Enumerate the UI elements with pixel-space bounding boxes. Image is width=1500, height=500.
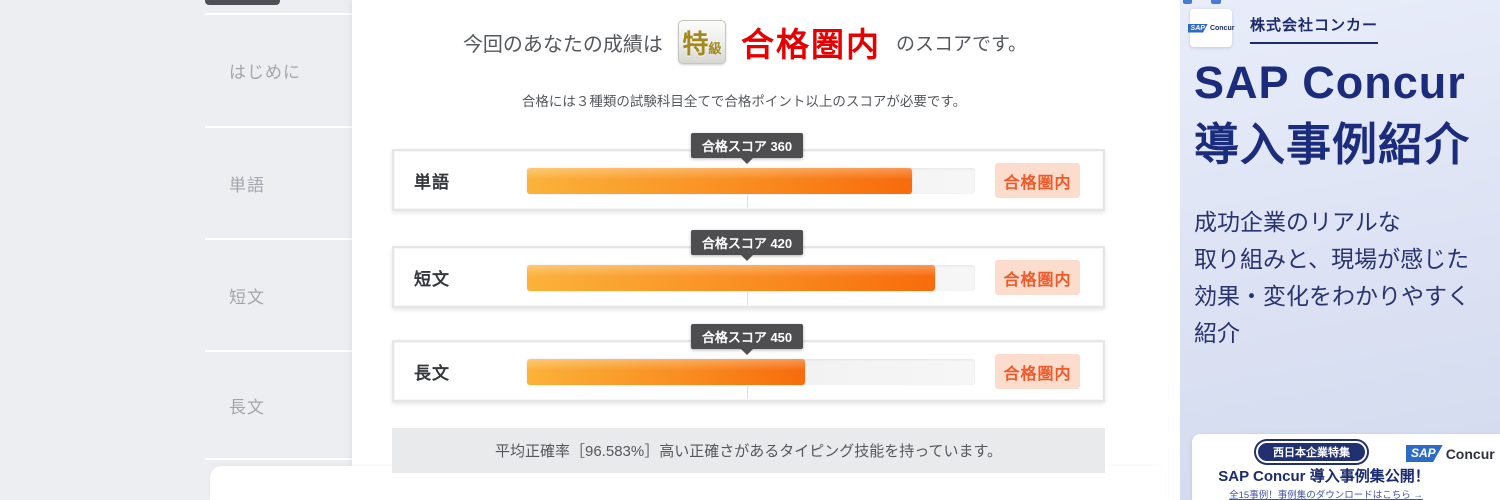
- grade-badge-sub: 級: [708, 41, 722, 56]
- ad-body-line: 成功企業のリアルな: [1194, 209, 1401, 235]
- pass-score-tooltip: 合格スコア 450: [691, 324, 803, 355]
- pass-score-tooltip: 合格スコア 360: [691, 133, 803, 164]
- ad-body-line: 紹介: [1194, 320, 1240, 346]
- banner-download-link[interactable]: 全15事例！事例集のダウンロードはこちら →: [1229, 490, 1423, 500]
- status-badge: 合格圏内: [995, 260, 1080, 295]
- score-bar-track: [527, 359, 975, 385]
- gap-strip: [1160, 0, 1180, 500]
- pass-score-tick: [747, 292, 748, 305]
- score-row-tanbun: 合格スコア 420 短文 合格圏内: [392, 230, 1105, 308]
- ad-banner[interactable]: 西日本企業特集 SAP Concur SAP Concur 導入事例集公開！ 全…: [1192, 434, 1500, 500]
- sidebar-selected-item-fragment: [205, 0, 280, 5]
- ad-body-line: 効果・変化をわかりやすく: [1194, 283, 1470, 309]
- score-bar-fill: [527, 359, 805, 385]
- concur-logo-text: Concur: [1445, 445, 1495, 462]
- score-row-chobun: 合格スコア 450 長文 合格圏内: [392, 324, 1105, 402]
- pass-score-tooltip: 合格スコア 420: [691, 230, 803, 261]
- pass-score-label: 合格スコア 360: [701, 139, 793, 154]
- sap-logo-icon: SAP: [1187, 23, 1208, 33]
- sidebar-item-label: 短文: [229, 287, 265, 307]
- banner-tag-pill[interactable]: 西日本企業特集: [1256, 441, 1367, 463]
- ad-title: SAP Concur 導入事例紹介: [1194, 52, 1470, 176]
- tooltip-arrow-icon: [741, 158, 753, 170]
- tooltip-arrow-icon: [741, 255, 753, 267]
- score-bar-track: [527, 168, 975, 194]
- score-row-tango: 合格スコア 360 単語 合格圏内: [392, 133, 1105, 211]
- sidebar-item-label: 長文: [229, 397, 265, 417]
- pass-score-tick: [747, 195, 748, 208]
- tooltip-arrow-icon: [741, 349, 753, 361]
- sidebar-divider: [205, 458, 352, 460]
- sidebar-item-tanbun[interactable]: 短文: [205, 238, 352, 350]
- grade-badge-main: 特: [682, 28, 709, 59]
- pass-requirement-note: 合格には３種類の試験科目全てで合格ポイント以上のスコアが必要です。: [521, 94, 967, 109]
- pass-range-highlight: 合格圏内: [740, 26, 881, 63]
- grade-badge: 特 級: [677, 20, 726, 64]
- concur-logo-text: Concur: [1209, 24, 1235, 32]
- sidebar-item-label: 単語: [229, 175, 265, 195]
- sidebar-item-hajimeni[interactable]: はじめに: [205, 13, 352, 126]
- score-bar-track: [527, 265, 975, 291]
- ad-title-line1: SAP Concur: [1194, 57, 1466, 108]
- score-row-label: 長文: [414, 363, 450, 383]
- result-heading: 今回のあなたの成績は 特 級 合格圏内 のスコアです。: [352, 16, 1160, 68]
- heading-suffix: のスコアです。: [895, 33, 1028, 55]
- sap-concur-logo: SAP Concur: [1406, 445, 1495, 462]
- status-badge: 合格圏内: [995, 163, 1080, 198]
- heading-prefix: 今回のあなたの成績は: [462, 33, 663, 56]
- score-row-label: 単語: [414, 172, 450, 192]
- pass-score-label: 合格スコア 420: [701, 236, 793, 251]
- ad-body-line: 取り組みと、現場が感じた: [1194, 246, 1470, 272]
- sidebar-item-label: はじめに: [229, 63, 301, 82]
- score-bar-fill: [527, 168, 913, 194]
- sap-concur-logo-card: SAP Concur: [1187, 9, 1235, 47]
- sidebar-item-tango[interactable]: 単語: [205, 126, 352, 238]
- score-bar-fill: [527, 265, 935, 291]
- sap-concur-ad[interactable]: SAP Concur 株式会社コンカー SAP Concur 導入事例紹介 成功…: [1180, 0, 1500, 500]
- ad-top-fragment: [1211, 0, 1221, 4]
- score-row-label: 短文: [414, 269, 450, 289]
- ad-top-fragment: [1183, 0, 1192, 4]
- pass-score-tick: [747, 386, 748, 399]
- status-badge: 合格圏内: [995, 354, 1080, 389]
- banner-headline: SAP Concur 導入事例集公開！: [1218, 468, 1430, 485]
- sap-logo-icon: SAP: [1406, 445, 1443, 462]
- ad-body-text: 成功企業のリアルな 取り組みと、現場が感じた 効果・変化をわかりやすく 紹介: [1194, 204, 1470, 352]
- pass-score-label: 合格スコア 450: [701, 330, 793, 345]
- ad-title-line2: 導入事例紹介: [1194, 119, 1471, 170]
- accuracy-summary: 平均正確率［96.583%］高い正確さがあるタイピング技能を持っています。: [392, 428, 1105, 473]
- sidebar-item-chobun[interactable]: 長文: [205, 350, 352, 458]
- ad-company-name: 株式会社コンカー: [1250, 14, 1379, 44]
